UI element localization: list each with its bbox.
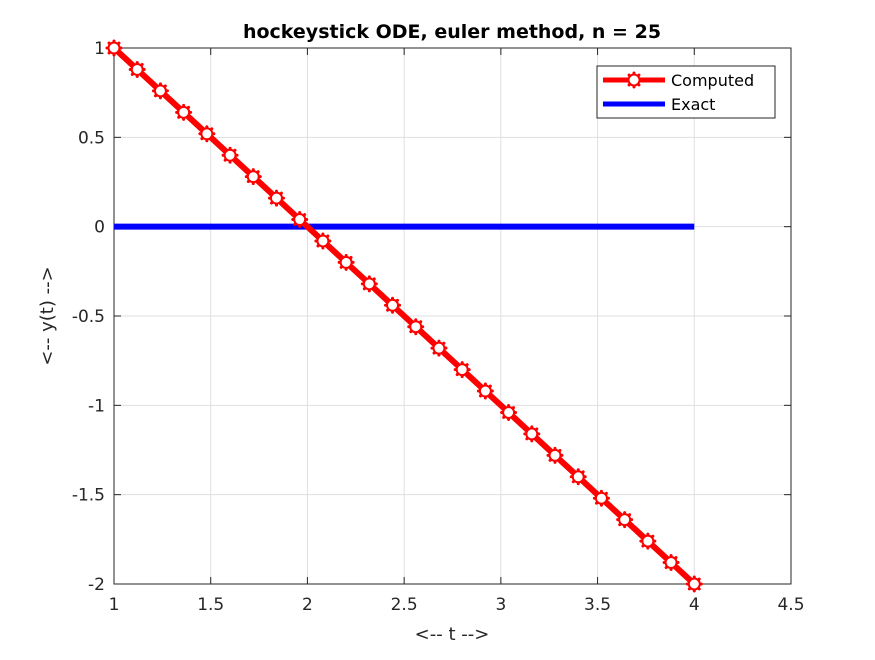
x-tick-label: 1 xyxy=(109,595,120,615)
x-tick-label: 3.5 xyxy=(584,595,611,615)
y-tick-label: -2 xyxy=(88,575,105,595)
data-point-marker xyxy=(314,232,332,250)
data-point-marker xyxy=(546,446,564,464)
y-tick-label: 0.5 xyxy=(78,128,105,148)
data-point-marker xyxy=(430,339,448,357)
chart-title: hockeystick ODE, euler method, n = 25 xyxy=(243,21,661,43)
x-tick-label: 2.5 xyxy=(391,595,418,615)
y-tick-label: -0.5 xyxy=(72,307,105,327)
x-tick-label: 2 xyxy=(302,595,313,615)
data-point-marker xyxy=(685,575,703,593)
data-point-marker xyxy=(523,425,541,443)
legend-label-exact: Exact xyxy=(671,95,715,114)
data-point-marker xyxy=(639,532,657,550)
data-point-marker xyxy=(128,60,146,78)
x-axis-label: <-- t --> xyxy=(415,624,490,645)
data-point-marker xyxy=(453,361,471,379)
y-tick-label: 1 xyxy=(94,39,105,59)
x-tick-label: 4 xyxy=(689,595,700,615)
data-point-marker xyxy=(105,39,123,57)
data-point-marker xyxy=(221,146,239,164)
data-point-marker xyxy=(384,296,402,314)
legend-label-computed: Computed xyxy=(671,71,754,90)
legend: Computed Exact xyxy=(596,65,776,119)
data-point-marker xyxy=(407,318,425,336)
y-tick-label: -1.5 xyxy=(72,486,105,506)
y-axis-label: <-- y(t) --> xyxy=(37,266,58,365)
data-point-marker xyxy=(616,511,634,529)
y-tick-label: 0 xyxy=(94,218,105,238)
data-point-marker xyxy=(360,275,378,293)
data-point-marker xyxy=(476,382,494,400)
x-tick-label: 4.5 xyxy=(777,595,804,615)
data-point-marker xyxy=(569,468,587,486)
data-point-marker xyxy=(175,103,193,121)
data-point-marker xyxy=(151,82,169,100)
x-tick-label: 1.5 xyxy=(197,595,224,615)
y-tick-label: -1 xyxy=(88,396,105,416)
data-point-marker xyxy=(337,253,355,271)
series-layer xyxy=(105,39,703,593)
x-tick-label: 3 xyxy=(495,595,506,615)
legend-box xyxy=(596,65,776,119)
data-point-marker xyxy=(625,71,643,89)
data-point-marker xyxy=(267,189,285,207)
data-point-marker xyxy=(500,403,518,421)
data-point-marker xyxy=(244,168,262,186)
tick-labels: 1 1.5 2 2.5 3 3.5 4 4.5 -2 -1.5 -1 -0.5 0 0.5 1 xyxy=(72,39,805,615)
data-point-marker xyxy=(291,211,309,229)
data-point-marker xyxy=(592,489,610,507)
legend-marker-computed xyxy=(625,71,643,89)
data-point-marker xyxy=(662,554,680,572)
data-point-marker xyxy=(198,125,216,143)
